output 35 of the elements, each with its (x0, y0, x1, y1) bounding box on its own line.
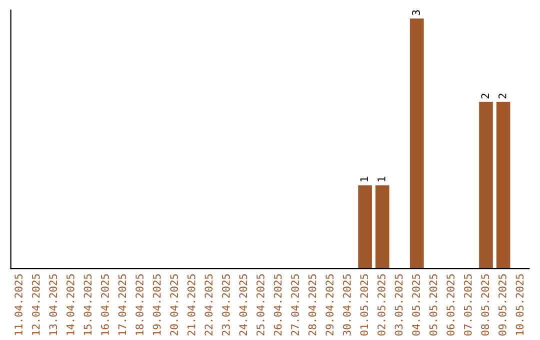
x-tick-label: 21.04.2025 (187, 274, 196, 336)
data-label: 1 (378, 176, 386, 182)
x-tick-label: 05.05.2025 (429, 274, 438, 336)
x-tick-label: 15.04.2025 (84, 274, 92, 335)
x-tick-label: 27.04.2025 (291, 274, 299, 336)
x-tick-label: 08.05.2025 (481, 274, 490, 336)
x-tick-label: 22.04.2025 (204, 274, 213, 336)
x-tick-label: 19.04.2025 (152, 274, 161, 335)
x-tick-label: 24.04.2025 (239, 274, 248, 336)
x-tick-label: 12.04.2025 (32, 274, 40, 335)
data-label: 3 (412, 10, 420, 16)
x-tick-label: 09.05.2025 (498, 274, 506, 336)
x-tick-label: 16.04.2025 (101, 274, 109, 335)
x-tick-label: 28.04.2025 (308, 274, 316, 336)
x-tick-label: 18.04.2025 (136, 274, 144, 335)
x-tick-label: 01.05.2025 (360, 274, 368, 336)
x-tick-label: 26.04.2025 (274, 274, 282, 336)
x-tick-label: 23.04.2025 (222, 274, 230, 336)
x-tick-label: 03.05.2025 (394, 274, 403, 336)
x-tick-label: 13.04.2025 (49, 274, 58, 335)
x-tick-label: 14.04.2025 (66, 274, 74, 335)
x-tick-label: 06.05.2025 (446, 274, 454, 336)
x-tick-label: 07.05.2025 (464, 274, 472, 336)
x-tick-label: 25.04.2025 (256, 274, 264, 336)
data-label: 1 (360, 176, 368, 182)
data-label: 2 (498, 94, 506, 98)
x-tick-label: 02.05.2025 (377, 274, 386, 336)
x-tick-label: 10.05.2025 (516, 274, 524, 335)
x-tick-label: 04.05.2025 (412, 274, 420, 336)
x-tick-label: 11.04.2025 (14, 274, 22, 335)
x-tick-label: 30.04.2025 (342, 274, 351, 336)
x-tick-label: 17.04.2025 (118, 274, 126, 335)
x-tick-label: 20.04.2025 (170, 274, 178, 336)
x-tick-label: 29.04.2025 (326, 274, 334, 336)
data-label: 2 (481, 94, 489, 98)
